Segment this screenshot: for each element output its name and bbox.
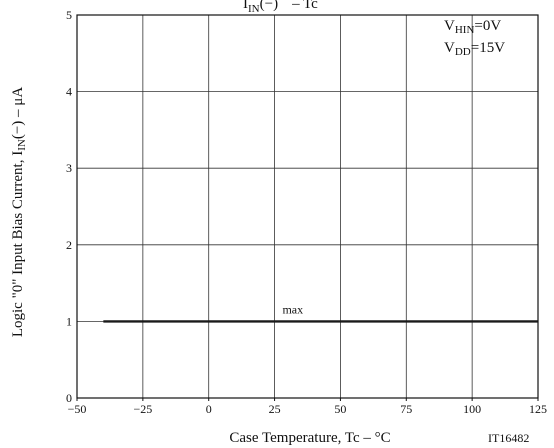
- plot-border: [76, 14, 539, 399]
- chart-title: IIN(−) – Tc: [243, 0, 318, 15]
- x-tick-label: 100: [463, 402, 481, 416]
- doc-id: IT16482: [488, 431, 529, 445]
- series-label-max: max: [282, 302, 303, 316]
- y-tick-label: 1: [66, 314, 72, 328]
- x-tick-label: 125: [529, 402, 547, 416]
- condition-vdd: VDD=15V: [444, 40, 505, 58]
- plot-frame: [76, 14, 539, 399]
- y-tick-label: 4: [66, 85, 72, 99]
- y-tick-labels: 0 1 2 3 4 5: [66, 8, 72, 405]
- condition-vhin: VHIN=0V: [444, 18, 501, 36]
- y-tick-label: 0: [66, 391, 72, 405]
- y-axis-label: Logic "0" Input Bias Current, IIN(−) – μ…: [10, 87, 28, 337]
- x-tick-label: 50: [334, 402, 346, 416]
- x-tick-label: −25: [133, 402, 152, 416]
- x-tick-label: −50: [68, 402, 87, 416]
- y-tick-label: 5: [66, 8, 72, 22]
- x-axis-label: Case Temperature, Tc – °C: [229, 430, 390, 446]
- x-tick-label: 25: [269, 402, 281, 416]
- x-tick-label: 0: [206, 402, 212, 416]
- x-tick-label: 75: [400, 402, 412, 416]
- y-tick-label: 2: [66, 238, 72, 252]
- y-tick-label: 3: [66, 161, 72, 175]
- grid: [77, 15, 538, 398]
- x-tick-labels: −50 −25 0 25 50 75 100 125: [68, 398, 547, 416]
